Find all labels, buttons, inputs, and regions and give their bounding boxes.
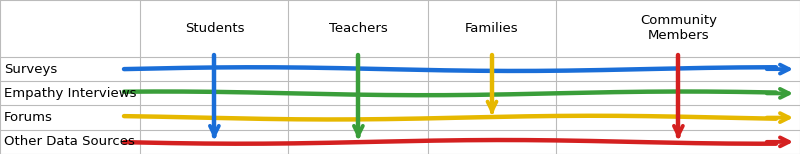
Text: Other Data Sources: Other Data Sources bbox=[4, 135, 135, 148]
Text: Community
Members: Community Members bbox=[640, 14, 717, 43]
Text: Families: Families bbox=[465, 22, 519, 35]
Text: Students: Students bbox=[185, 22, 244, 35]
Text: Empathy Interviews: Empathy Interviews bbox=[4, 87, 137, 100]
Text: Surveys: Surveys bbox=[4, 63, 58, 76]
Text: Teachers: Teachers bbox=[329, 22, 388, 35]
Text: Forums: Forums bbox=[4, 111, 53, 124]
